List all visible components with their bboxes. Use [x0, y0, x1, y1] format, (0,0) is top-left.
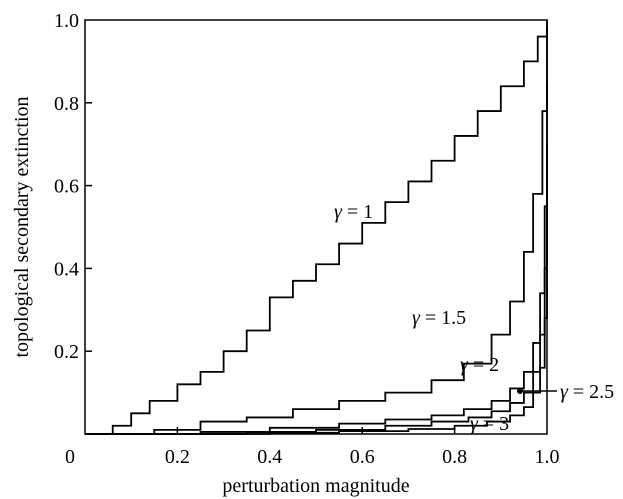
x-axis-ticks: 0 0.2 0.4 0.6 0.8 1.0 — [65, 427, 560, 468]
series-line-4 — [85, 206, 548, 435]
series-label-gamma-1-5: γ = 1.5 — [412, 307, 466, 329]
series-label-gamma-3: γ = 3 — [470, 413, 509, 435]
series-line-2 — [85, 82, 548, 435]
x-tick-label: 0.6 — [350, 446, 375, 468]
x-tick-label: 0.8 — [442, 446, 467, 468]
x-tick-label: 0.2 — [165, 446, 190, 468]
x-tick-label: 1.0 — [535, 446, 560, 468]
gamma-2-5-leader-dot — [517, 388, 523, 394]
series-label-gamma-2: γ = 2 — [460, 354, 499, 376]
series-line-0 — [85, 20, 548, 435]
y-axis-label: topological secondary extinction — [11, 96, 33, 357]
x-axis-label: perturbation magnitude — [222, 475, 409, 497]
y-tick-label: 0.8 — [54, 93, 79, 115]
x-tick-label: 0 — [65, 446, 75, 468]
series-line-3 — [85, 144, 548, 435]
series-label-gamma-2-5: γ = 2.5 — [560, 381, 614, 403]
series-line-1 — [85, 28, 548, 435]
y-tick-label: 1.0 — [54, 10, 79, 32]
y-tick-label: 0.6 — [54, 176, 79, 198]
series-label-gamma-1: γ = 1 — [334, 201, 373, 223]
y-tick-label: 0.4 — [54, 258, 79, 280]
x-tick-label: 0.4 — [257, 446, 282, 468]
y-tick-label: 0.2 — [54, 341, 79, 363]
series-lines — [85, 20, 548, 435]
y-axis-ticks: 0.2 0.4 0.6 0.8 1.0 — [54, 10, 92, 363]
